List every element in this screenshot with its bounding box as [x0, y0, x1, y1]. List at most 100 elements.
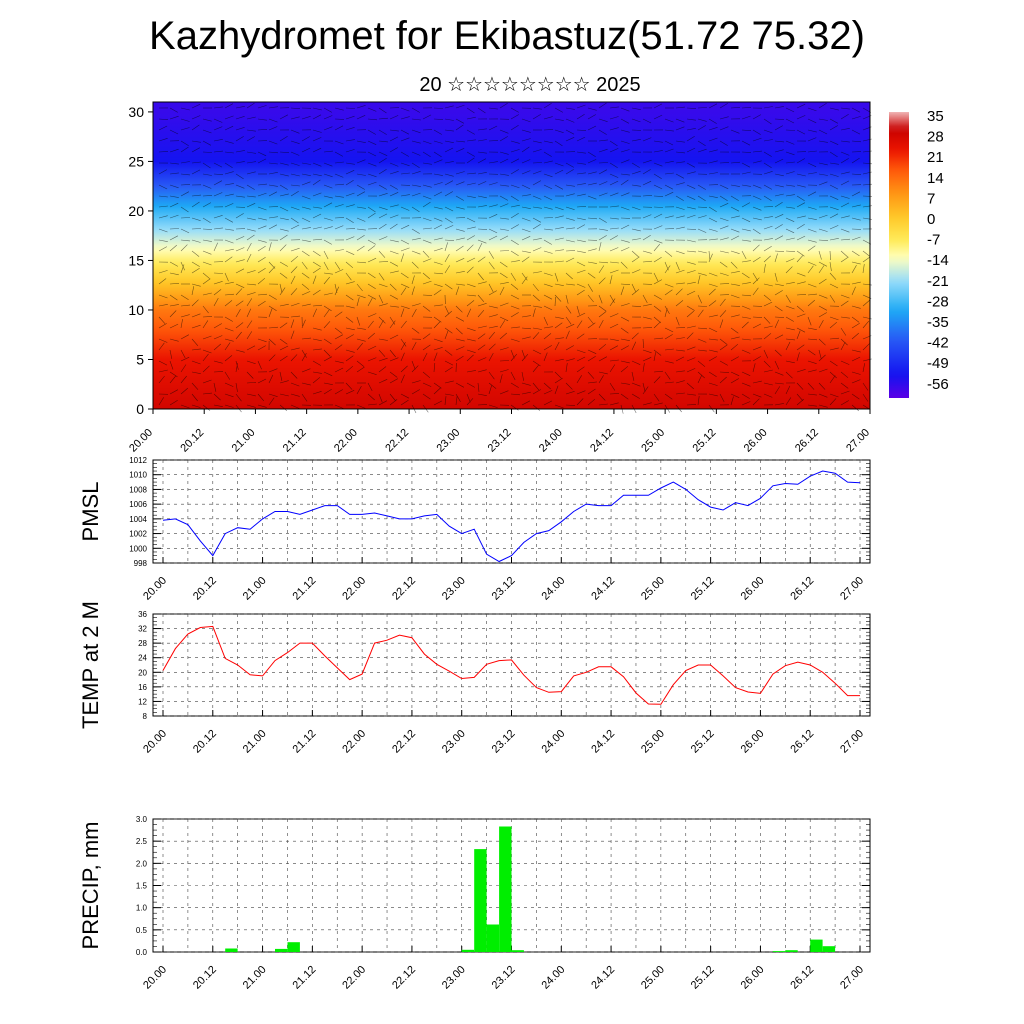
- wind-barb: [510, 114, 519, 120]
- heatmap-xtick-label: 20.00: [127, 427, 155, 455]
- wind-barb: [719, 203, 729, 208]
- wind-barb: [158, 316, 166, 324]
- wind-barb: [268, 305, 277, 312]
- wind-barb: [521, 228, 531, 233]
- wind-barb: [675, 261, 680, 271]
- wind-barb: [675, 269, 685, 274]
- wind-barb: [257, 345, 266, 351]
- wind-barb: [796, 281, 806, 285]
- wind-barb: [477, 272, 484, 281]
- wind-barb: [631, 107, 641, 110]
- wind-barb: [213, 289, 222, 296]
- wind-barb: [730, 184, 740, 187]
- wind-barb: [433, 400, 443, 406]
- wind-barb: [290, 129, 300, 134]
- wind-barb: [455, 316, 465, 322]
- wind-barb: [543, 102, 552, 109]
- wind-barb: [719, 103, 728, 109]
- wind-barb: [301, 206, 311, 210]
- wind-barb: [334, 161, 344, 164]
- wind-barb: [389, 349, 396, 358]
- wind-barb: [609, 364, 616, 373]
- wind-barb: [389, 378, 399, 384]
- wind-barb: [246, 136, 255, 142]
- wind-barb: [807, 369, 817, 373]
- wind-barb: [433, 140, 443, 144]
- wind-barb: [807, 217, 817, 220]
- wind-barb: [367, 239, 376, 245]
- wind-barb: [499, 360, 510, 362]
- wind-barb: [444, 206, 454, 212]
- wind-barb: [785, 118, 795, 124]
- wind-barb: [301, 162, 311, 165]
- wind-barb: [796, 103, 806, 109]
- wind-barb: [499, 369, 509, 373]
- wind-barb: [312, 206, 322, 209]
- xtick-label: 25.12: [689, 728, 717, 756]
- page-title: Kazhydromet for Ekibastuz(51.72 75.32): [149, 14, 865, 58]
- ytick-label: 1000: [129, 544, 147, 553]
- wind-barb: [268, 172, 278, 175]
- wind-barb: [829, 162, 839, 165]
- wind-barb: [829, 206, 839, 211]
- wind-barb: [180, 364, 187, 373]
- wind-barb: [455, 104, 465, 109]
- wind-barb: [796, 255, 804, 263]
- wind-barb: [543, 129, 554, 131]
- wind-barb: [367, 272, 376, 279]
- wind-barb: [774, 349, 782, 357]
- wind-barb: [609, 359, 619, 362]
- wind-barb: [708, 349, 718, 353]
- wind-barb: [422, 352, 428, 362]
- wind-barb: [422, 217, 432, 222]
- wind-barb: [851, 173, 862, 175]
- wind-barb: [829, 238, 839, 241]
- wind-barb: [477, 344, 486, 351]
- wind-barb: [433, 261, 443, 265]
- wind-barb: [774, 224, 783, 230]
- wind-barb: [554, 260, 564, 263]
- wind-barb: [763, 171, 773, 175]
- colorbar-label: -56: [927, 376, 949, 393]
- wind-barb: [246, 331, 253, 340]
- wind-barb: [499, 129, 509, 134]
- wind-barb: [510, 272, 517, 281]
- wind-barb: [708, 272, 718, 277]
- wind-barb: [609, 298, 616, 307]
- wind-barb: [422, 140, 432, 145]
- wind-barb: [697, 360, 706, 367]
- wind-barb: [224, 171, 234, 175]
- wind-barb: [653, 114, 663, 120]
- wind-barb: [675, 106, 686, 109]
- wind-barb: [400, 129, 410, 135]
- wind-barb: [444, 393, 454, 396]
- xtick-label: 25.00: [639, 964, 667, 992]
- wind-barb: [543, 173, 553, 178]
- wind-barb: [829, 125, 838, 131]
- wind-barb: [840, 360, 850, 365]
- wind-barb: [466, 354, 474, 362]
- wind-barb: [796, 344, 805, 351]
- wind-barb: [213, 272, 224, 274]
- wind-barb: [675, 300, 684, 307]
- ytick-label: 2.5: [136, 837, 148, 846]
- wind-barb: [796, 352, 800, 362]
- wind-barb: [477, 228, 488, 230]
- wind-barb: [796, 330, 801, 340]
- wind-barb: [488, 125, 498, 131]
- wind-barb: [312, 226, 322, 230]
- wind-barb: [851, 281, 861, 285]
- wind-barb: [488, 385, 492, 395]
- wind-barb: [785, 327, 795, 331]
- wind-barb: [653, 337, 664, 340]
- wind-barb: [246, 234, 255, 241]
- wind-barb: [202, 140, 212, 146]
- wind-barb: [213, 382, 217, 392]
- wind-barb: [752, 277, 760, 285]
- wind-barb: [796, 129, 806, 135]
- wind-barb: [367, 332, 375, 340]
- wind-barb: [400, 352, 405, 362]
- xtick-label: 24.00: [539, 964, 567, 992]
- precip-bar: [486, 924, 499, 952]
- colorbar-label: -42: [927, 335, 949, 352]
